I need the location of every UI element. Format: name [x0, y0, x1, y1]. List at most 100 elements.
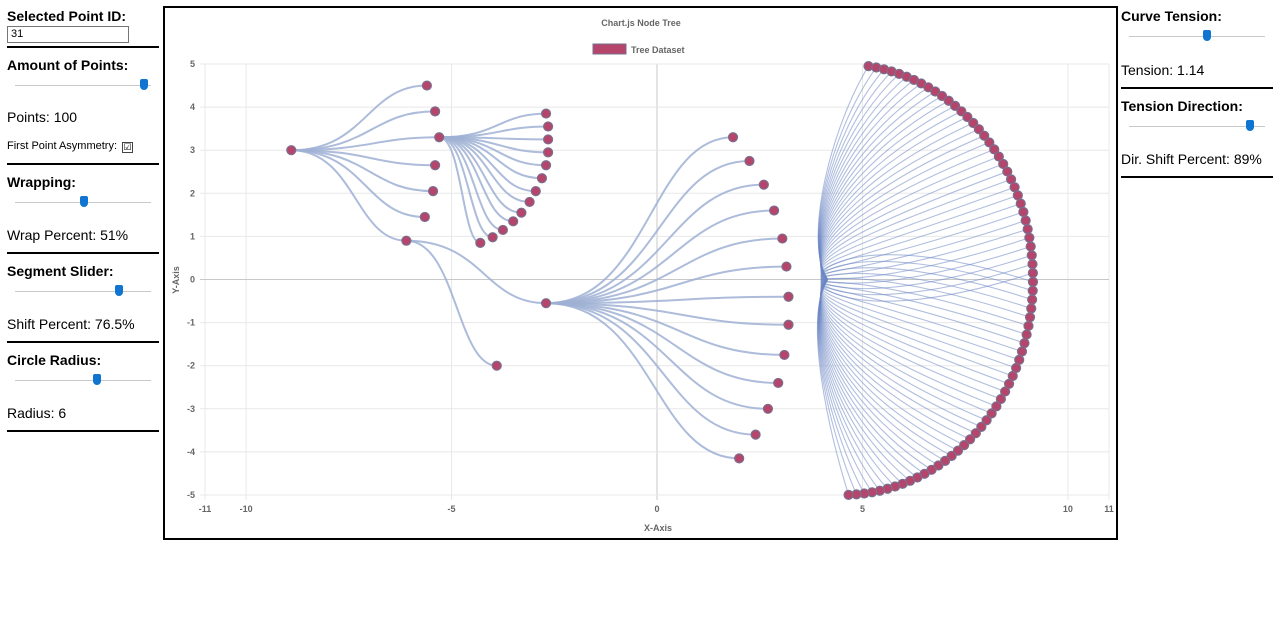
tree-node-point[interactable]: [543, 147, 554, 158]
wrapping-slider[interactable]: [7, 196, 159, 207]
slider-thumb[interactable]: [80, 196, 89, 207]
tree-node-point[interactable]: [491, 360, 502, 371]
fan-leaf-point[interactable]: [970, 428, 981, 439]
first-point-asymmetry-row: First Point Asymmetry: ☑: [7, 140, 159, 153]
fan-leaf-point[interactable]: [965, 434, 976, 445]
selected-point-id-input[interactable]: [7, 25, 129, 43]
fan-leaf-point[interactable]: [989, 144, 1000, 155]
fan-leaf-point[interactable]: [956, 106, 967, 117]
fan-leaf-point[interactable]: [986, 408, 997, 419]
x-tick-label: 0: [654, 504, 659, 514]
fan-leaf-point[interactable]: [1021, 329, 1032, 340]
tree-node-point[interactable]: [430, 160, 441, 171]
tree-node-point[interactable]: [543, 134, 554, 145]
tree-node-point[interactable]: [779, 349, 790, 361]
fan-leaf-point[interactable]: [973, 124, 984, 135]
fan-leaf-point[interactable]: [962, 111, 973, 123]
tree-node-point[interactable]: [762, 403, 774, 414]
slider-thumb[interactable]: [1246, 120, 1255, 131]
tree-node-point[interactable]: [427, 186, 439, 197]
fan-leaf-point[interactable]: [1018, 206, 1029, 218]
tree-node-point[interactable]: [758, 179, 769, 190]
tree-node-point[interactable]: [536, 173, 548, 184]
fan-leaf-point[interactable]: [959, 440, 970, 451]
fan-leaf-point[interactable]: [843, 489, 854, 500]
tree-node-point[interactable]: [401, 235, 412, 246]
fan-leaf-point[interactable]: [1024, 232, 1035, 243]
fan-leaf-point[interactable]: [1020, 215, 1031, 226]
fan-leaf-point[interactable]: [981, 415, 992, 426]
tree-node-point[interactable]: [421, 80, 432, 91]
y-tick-label: -1: [187, 318, 195, 328]
amount-of-points-slider[interactable]: [7, 79, 159, 90]
fan-leaf-point[interactable]: [1027, 276, 1039, 288]
amount-of-points-section: Amount of Points: Points: 100 First Poin…: [7, 48, 159, 165]
tree-node-point[interactable]: [524, 196, 535, 208]
fan-leaf-point[interactable]: [984, 137, 995, 148]
fan-leaf-point[interactable]: [1026, 250, 1037, 261]
fan-leaf-point[interactable]: [998, 158, 1009, 170]
tree-node-point[interactable]: [750, 429, 761, 440]
fan-leaf-point[interactable]: [1000, 386, 1011, 397]
first-point-asymmetry-checkbox[interactable]: ☑: [122, 142, 134, 153]
tree-node-point[interactable]: [540, 160, 552, 171]
tree-node-point[interactable]: [773, 377, 784, 389]
slider-thumb[interactable]: [140, 79, 149, 90]
tree-node-point[interactable]: [430, 106, 441, 117]
tree-node-point[interactable]: [783, 319, 794, 330]
curve-tension-slider[interactable]: [1121, 30, 1273, 41]
tree-node-point[interactable]: [530, 186, 541, 197]
curve-tension-section: Curve Tension: Tension: 1.14: [1121, 0, 1273, 89]
tension-direction-slider[interactable]: [1121, 120, 1273, 131]
tree-node-point[interactable]: [727, 132, 739, 143]
fan-leaf-point[interactable]: [1025, 241, 1036, 252]
fan-leaf-point[interactable]: [979, 130, 990, 141]
circle-radius-slider[interactable]: [7, 374, 159, 385]
fan-leaf-point[interactable]: [976, 421, 987, 432]
tree-node-point[interactable]: [508, 216, 519, 227]
fan-leaf-point[interactable]: [1022, 223, 1033, 235]
tree-edge: [546, 265, 787, 305]
tree-node-point[interactable]: [781, 261, 792, 272]
legend-swatch[interactable]: [592, 43, 627, 55]
legend-label[interactable]: Tree Dataset: [631, 45, 685, 55]
slider-thumb[interactable]: [92, 374, 101, 385]
fan-leaf-point[interactable]: [995, 393, 1006, 405]
slider-thumb[interactable]: [1202, 30, 1211, 41]
tree-node-point[interactable]: [769, 205, 780, 216]
fan-leaf-point[interactable]: [993, 151, 1004, 162]
fan-leaf-point[interactable]: [1019, 338, 1030, 349]
tree-node-point[interactable]: [286, 145, 297, 156]
shift-percent-value: Shift Percent: 76.5%: [7, 316, 135, 332]
tree-node-point[interactable]: [783, 291, 794, 302]
tree-node-point[interactable]: [777, 233, 788, 244]
tree-node-point[interactable]: [475, 237, 486, 248]
tree-points-layer[interactable]: [286, 60, 1039, 500]
fan-leaf-point[interactable]: [1027, 267, 1038, 279]
tree-node-point[interactable]: [497, 224, 509, 236]
segment-slider-label: Segment Slider:: [7, 263, 114, 279]
fan-leaf-point[interactable]: [991, 401, 1002, 412]
node-tree-chart[interactable]: Chart.js Node Tree Tree Dataset X-Axis Y…: [165, 8, 1116, 538]
tree-node-point[interactable]: [487, 232, 498, 243]
tree-node-point[interactable]: [734, 453, 745, 464]
fan-leaf-point[interactable]: [1015, 198, 1026, 209]
slider-thumb[interactable]: [115, 285, 124, 296]
tree-node-point[interactable]: [744, 155, 755, 167]
fan-leaf-point[interactable]: [1027, 259, 1038, 270]
segment-shift-slider[interactable]: [7, 285, 159, 296]
fan-leaf-point[interactable]: [1016, 346, 1028, 357]
fan-leaf-point[interactable]: [1026, 303, 1037, 314]
tree-node-point[interactable]: [540, 298, 552, 309]
fan-leaf-point[interactable]: [1023, 320, 1034, 332]
fan-leaf-point[interactable]: [1024, 312, 1036, 323]
fan-leaf-point[interactable]: [968, 117, 979, 129]
fan-leaf-point[interactable]: [1027, 294, 1038, 305]
tree-node-point[interactable]: [516, 207, 527, 218]
tree-node-point[interactable]: [543, 121, 554, 132]
fan-leaf-point[interactable]: [1012, 190, 1023, 201]
fan-leaf-point[interactable]: [1027, 285, 1038, 296]
tree-node-point[interactable]: [419, 211, 430, 223]
tree-node-point[interactable]: [540, 108, 552, 119]
tree-node-point[interactable]: [434, 132, 445, 143]
